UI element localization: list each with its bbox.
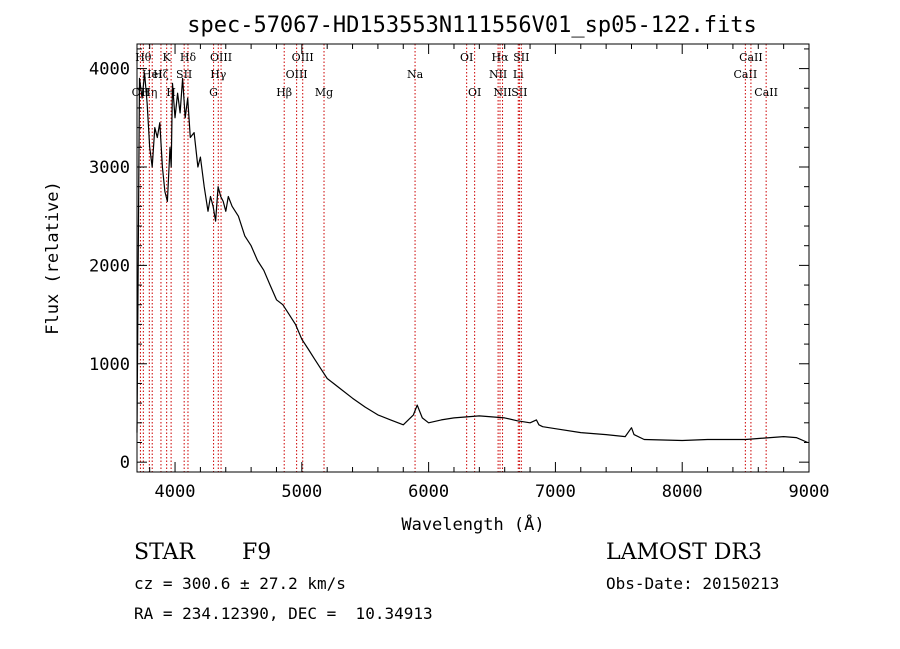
x-tick-label: 9000 <box>789 482 830 502</box>
spectral-line-label: SII <box>513 51 529 64</box>
spectral-line-label: Li <box>513 68 524 81</box>
spectral-line-label: SII <box>511 86 527 99</box>
object-type: STAR <box>134 540 195 565</box>
spectral-line-label: CaII <box>739 51 763 64</box>
spectrum-chart: spec-57067-HD153553N111556V01_sp05-122.f… <box>43 13 830 535</box>
y-tick-label: 0 <box>120 453 130 473</box>
spectral-line-label: Hγ <box>210 68 227 81</box>
x-tick-label: 6000 <box>408 482 449 502</box>
y-tick-label: 1000 <box>89 355 130 375</box>
spectral-line-label: Mg <box>315 86 333 99</box>
spectral-line-label: CaII <box>734 68 758 81</box>
obs-date: Obs-Date: 20150213 <box>606 574 780 593</box>
spectral-line-label: OIII <box>210 51 232 64</box>
y-tick-label: 4000 <box>89 60 130 80</box>
coordinates: RA = 234.12390, DEC = 10.34913 <box>134 604 433 623</box>
spectral-line-label: OII <box>132 86 150 99</box>
plot-frame <box>136 43 810 473</box>
chart-title: spec-57067-HD153553N111556V01_sp05-122.f… <box>187 13 757 38</box>
spectral-line-label: OI <box>468 86 481 99</box>
spectral-line-label: Hθ <box>135 51 152 64</box>
spectral-line-label: NII <box>489 68 507 81</box>
spectral-line-label: Na <box>407 68 424 81</box>
spectral-line-label: Hβ <box>276 86 292 99</box>
x-tick-label: 8000 <box>662 482 703 502</box>
spectral-line-label: K <box>163 51 172 64</box>
spectral-line-label: OIII <box>286 68 308 81</box>
y-axis-label: Flux (relative) <box>43 181 63 335</box>
x-tick-label: 7000 <box>535 482 576 502</box>
x-tick-label: 5000 <box>281 482 322 502</box>
spectral-line-label: Hα <box>491 51 509 64</box>
spectral-line-label: Hδ <box>180 51 197 64</box>
spectral-line-label: HeI <box>142 68 162 81</box>
spectral-line-label: NII <box>493 86 511 99</box>
x-tick-label: 4000 <box>155 482 196 502</box>
spectral-line-label: G <box>209 86 218 99</box>
y-tick-label: 2000 <box>89 256 130 276</box>
y-tick-label: 3000 <box>89 158 130 178</box>
spectral-line-label: OIII <box>292 51 314 64</box>
spectrum-line <box>136 72 808 444</box>
spectral-line-label: OI <box>460 51 473 64</box>
spectral-line-label: CaII <box>754 86 778 99</box>
spectral-line-label: H <box>166 86 176 99</box>
survey-label: LAMOST DR3 <box>606 540 762 565</box>
spectral-line-label: Hζ <box>153 68 169 81</box>
redshift-text: cz = 300.6 ± 27.2 km/s <box>134 574 346 593</box>
x-axis-label: Wavelength (Å) <box>401 513 544 535</box>
spectral-line-label: Hη <box>141 86 157 99</box>
object-subclass: F9 <box>242 540 272 565</box>
spectral-line-label: SII <box>176 68 192 81</box>
